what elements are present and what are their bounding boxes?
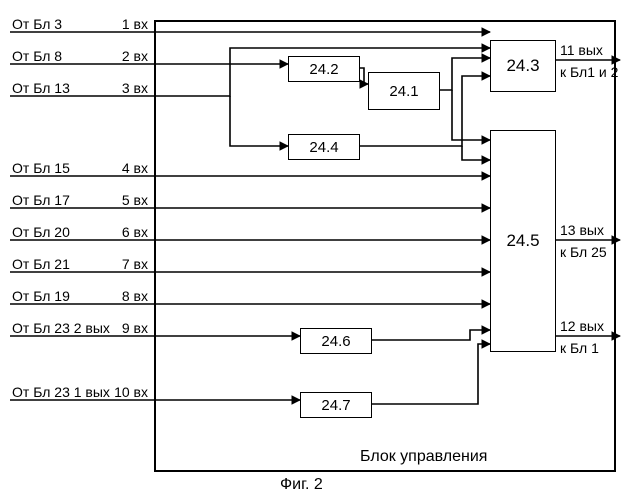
input-right-label: 8 вх <box>122 288 148 304</box>
output-top-label: 12 вых <box>560 318 604 334</box>
input-right-label: 9 вх <box>122 320 148 336</box>
input-right-label: 4 вх <box>122 160 148 176</box>
input-right-label: 3 вх <box>122 80 148 96</box>
output-bottom-label: к Бл1 и 2 <box>560 64 618 80</box>
input-right-label: 7 вх <box>122 256 148 272</box>
box-24-1: 24.1 <box>368 72 440 110</box>
box-24-7: 24.7 <box>300 392 372 418</box>
input-right-label: 6 вх <box>122 224 148 240</box>
input-left-label: От Бл 19 <box>12 288 70 304</box>
input-right-label: 1 вх <box>122 16 148 32</box>
box-24-5: 24.5 <box>490 130 556 352</box>
output-bottom-label: к Бл 25 <box>560 244 607 260</box>
output-top-label: 11 вых <box>560 42 603 58</box>
input-left-label: От Бл 23 2 вых <box>12 320 110 336</box>
input-right-label: 5 вх <box>122 192 148 208</box>
figure-caption: Фиг. 2 <box>280 476 323 494</box>
input-left-label: От Бл 3 <box>12 16 62 32</box>
input-left-label: От Бл 23 1 вых <box>12 384 110 400</box>
input-right-label: 10 вх <box>114 384 148 400</box>
input-left-label: От Бл 15 <box>12 160 70 176</box>
box-24-4: 24.4 <box>288 134 360 160</box>
input-left-label: От Бл 20 <box>12 224 70 240</box>
box-24-2: 24.2 <box>288 56 360 82</box>
input-left-label: От Бл 13 <box>12 80 70 96</box>
box-24-3: 24.3 <box>490 40 556 92</box>
output-bottom-label: к Бл 1 <box>560 340 599 356</box>
input-left-label: От Бл 8 <box>12 48 62 64</box>
input-left-label: От Бл 17 <box>12 192 70 208</box>
output-top-label: 13 вых <box>560 222 604 238</box>
input-left-label: От Бл 21 <box>12 256 70 272</box>
main-frame-label: Блок управления <box>360 448 487 466</box>
box-24-6: 24.6 <box>300 328 372 354</box>
input-right-label: 2 вх <box>122 48 148 64</box>
